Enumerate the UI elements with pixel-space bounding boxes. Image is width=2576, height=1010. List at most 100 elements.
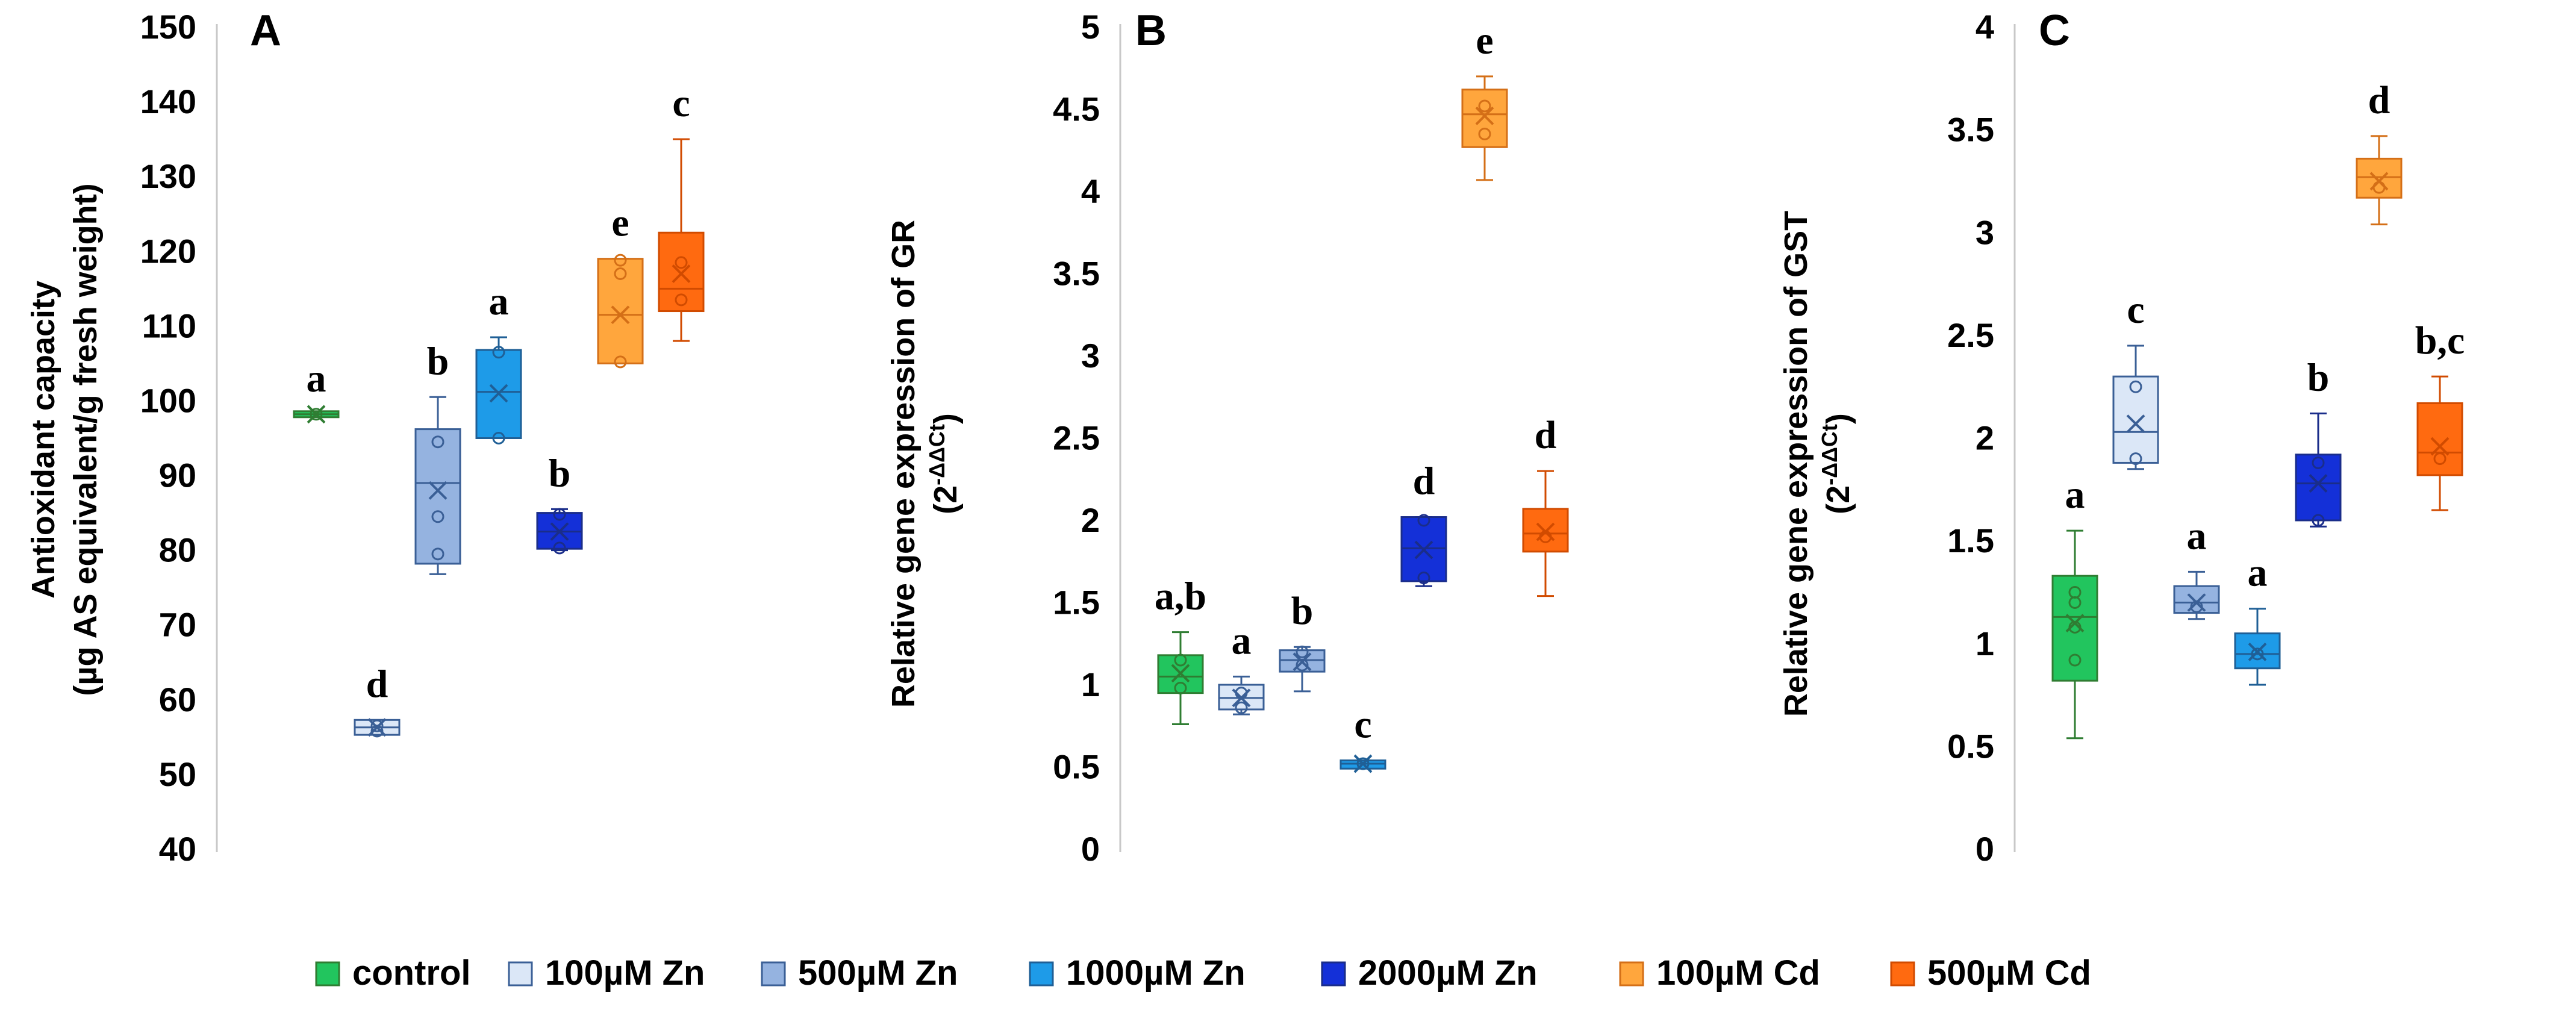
box-control: a,b <box>1155 575 1206 726</box>
y-axis-label-line2: (µg AS equivalent/g fresh weight) <box>67 183 104 696</box>
box-rect <box>2112 375 2159 464</box>
box-rect <box>1461 89 1508 148</box>
data-point <box>553 541 566 555</box>
box-500um-zn: b <box>1279 589 1326 693</box>
panel-label: B <box>1135 7 1167 55</box>
box-rect <box>597 258 644 364</box>
y-tick-label: 1.5 <box>1947 522 1994 560</box>
data-point <box>2068 653 2082 667</box>
mean-marker <box>1171 664 1190 683</box>
legend-label: 100µM Zn <box>545 953 705 993</box>
data-point <box>1478 99 1491 113</box>
panel-c: 0 0.5 1 1.5 2 2.5 3 3.5 4 C Relative gene expressi… <box>1778 7 2465 868</box>
data-point <box>1235 701 1248 714</box>
y-tick-label: 100 <box>140 381 196 419</box>
data-point <box>2312 514 2325 527</box>
y-tick-label: 3 <box>1081 337 1100 375</box>
legend-item-control: control <box>315 953 471 993</box>
y-tick-label: 80 <box>159 531 196 569</box>
mean-marker <box>2126 414 2145 434</box>
significance-letter: c <box>2127 288 2144 332</box>
y-tick-label: 0 <box>1976 830 1994 868</box>
y-tick-label: 2.5 <box>1053 419 1100 457</box>
y-tick-label: 2 <box>1081 501 1100 539</box>
significance-letter: b,c <box>2415 319 2465 363</box>
panel-label: C <box>2039 7 2070 55</box>
box-500um-cd: c <box>658 81 705 342</box>
significance-letter: a <box>2065 473 2085 517</box>
y-axis-label-close: ) <box>928 413 964 424</box>
data-point <box>370 719 384 732</box>
y-tick-label: 50 <box>159 755 196 793</box>
data-point <box>431 547 444 561</box>
legend-item-1000um-zn: 1000µM Zn <box>1029 953 1246 993</box>
box-100um-zn: a <box>1218 619 1265 715</box>
y-tick-label: 1.5 <box>1053 584 1100 622</box>
significance-letter: e <box>1476 19 1493 63</box>
y-axis-label-line1: Antioxidant capacity <box>25 281 61 599</box>
data-point <box>675 293 688 307</box>
data-point <box>614 355 627 369</box>
y-axis-label: Relative gene expression of GST (2-ΔΔCt) <box>1778 211 1856 717</box>
mean-marker <box>2248 642 2267 661</box>
mean-marker <box>672 264 691 283</box>
data-point <box>310 408 323 421</box>
box-1000um-zn: a <box>475 279 522 444</box>
y-tick-label: 4 <box>1081 172 1100 210</box>
y-tick-label: 2.5 <box>1947 316 1994 354</box>
box-rect <box>414 428 461 565</box>
mean-marker <box>2065 614 2085 633</box>
box-control: a <box>293 357 340 424</box>
y-tick-label: 1 <box>1081 666 1100 703</box>
box-500um-cd: d <box>1522 413 1569 597</box>
panel-a: 40 50 60 70 80 90 100 110 120 130 140 150 A Antioxida… <box>25 7 705 868</box>
significance-letter: b <box>2307 356 2330 400</box>
y-tick-label: 2 <box>1976 419 1994 457</box>
data-point <box>2068 585 2082 599</box>
box-100um-zn: c <box>2112 288 2159 470</box>
data-point <box>614 254 627 267</box>
legend-label: 100µM Cd <box>1656 953 1820 993</box>
mean-marker <box>1414 540 1433 560</box>
y-axis-label-base: (2 <box>1820 485 1856 514</box>
significance-letter: a <box>2187 514 2207 558</box>
y-axis-label: Relative gene expression of GR (2-ΔΔCt) <box>885 220 964 708</box>
y-axis-label-exponent: -ΔΔCt <box>925 424 949 485</box>
legend-swatch <box>508 961 533 987</box>
data-point <box>1417 572 1430 585</box>
box-2000um-zn: d <box>1400 460 1447 587</box>
data-point <box>492 346 505 359</box>
legend-item-500um-zn: 500µM Zn <box>761 953 958 993</box>
mean-marker <box>367 718 387 737</box>
data-point <box>1296 658 1309 672</box>
y-tick-label: 150 <box>140 8 196 46</box>
mean-marker <box>2309 474 2328 493</box>
significance-letter: b <box>1291 589 1314 633</box>
legend-swatch <box>1029 961 1054 987</box>
data-point <box>675 256 688 269</box>
legend-swatch <box>1890 961 1915 987</box>
mean-marker <box>1536 522 1555 541</box>
y-tick-label: 140 <box>140 83 196 120</box>
data-point <box>2312 456 2325 469</box>
data-point <box>1174 653 1187 667</box>
mean-marker <box>428 481 448 500</box>
legend-swatch <box>1321 961 1346 987</box>
mean-marker <box>1353 754 1373 773</box>
legend-label: 1000µM Zn <box>1066 953 1246 993</box>
y-tick-label: 60 <box>159 681 196 719</box>
mean-marker <box>611 305 630 325</box>
y-tick-label: 0.5 <box>1947 727 1994 765</box>
significance-letter: a <box>1232 619 1252 662</box>
y-axis-label-line2: (2-ΔΔCt) <box>925 413 964 514</box>
legend-label: 500µM Zn <box>798 953 958 993</box>
legend-item-100um-cd: 100µM Cd <box>1619 953 1820 993</box>
mean-marker <box>1232 688 1251 708</box>
box-2000um-zn: b <box>2295 356 2342 528</box>
y-tick-label: 70 <box>159 606 196 644</box>
box-1000um-zn: c <box>1339 703 1386 773</box>
mean-marker <box>1475 107 1494 125</box>
data-point <box>2129 380 2142 393</box>
